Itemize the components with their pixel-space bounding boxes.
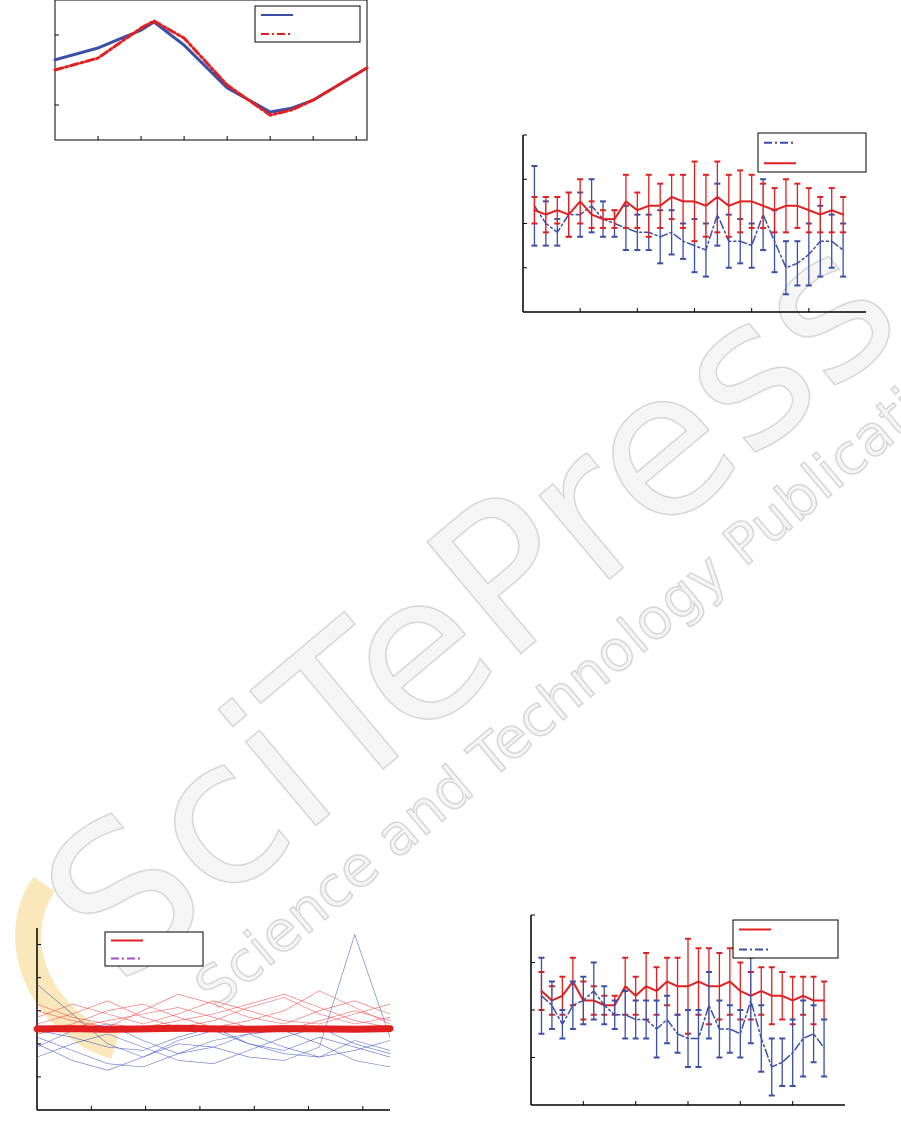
- chart: [530, 914, 845, 1106]
- data-line: [36, 993, 391, 1028]
- chart: [33, 928, 394, 1111]
- data-line: [36, 1007, 391, 1035]
- data-line: [540, 980, 826, 1007]
- legend-box: [732, 919, 839, 959]
- data-line: [36, 993, 391, 1028]
- chart: [53, 0, 369, 141]
- data-line: [33, 1024, 394, 1033]
- legend-box: [104, 931, 204, 967]
- data-line: [36, 1027, 391, 1064]
- chart: [522, 132, 867, 313]
- data-line: [53, 19, 369, 117]
- data-line: [36, 1000, 391, 1025]
- data-line: [36, 1033, 391, 1068]
- data-line: [533, 205, 844, 269]
- legend-box: [254, 5, 361, 43]
- data-line: [540, 990, 825, 1068]
- legend-box: [757, 132, 867, 173]
- watermark-swoosh: [15, 876, 120, 1059]
- data-line: [533, 195, 845, 221]
